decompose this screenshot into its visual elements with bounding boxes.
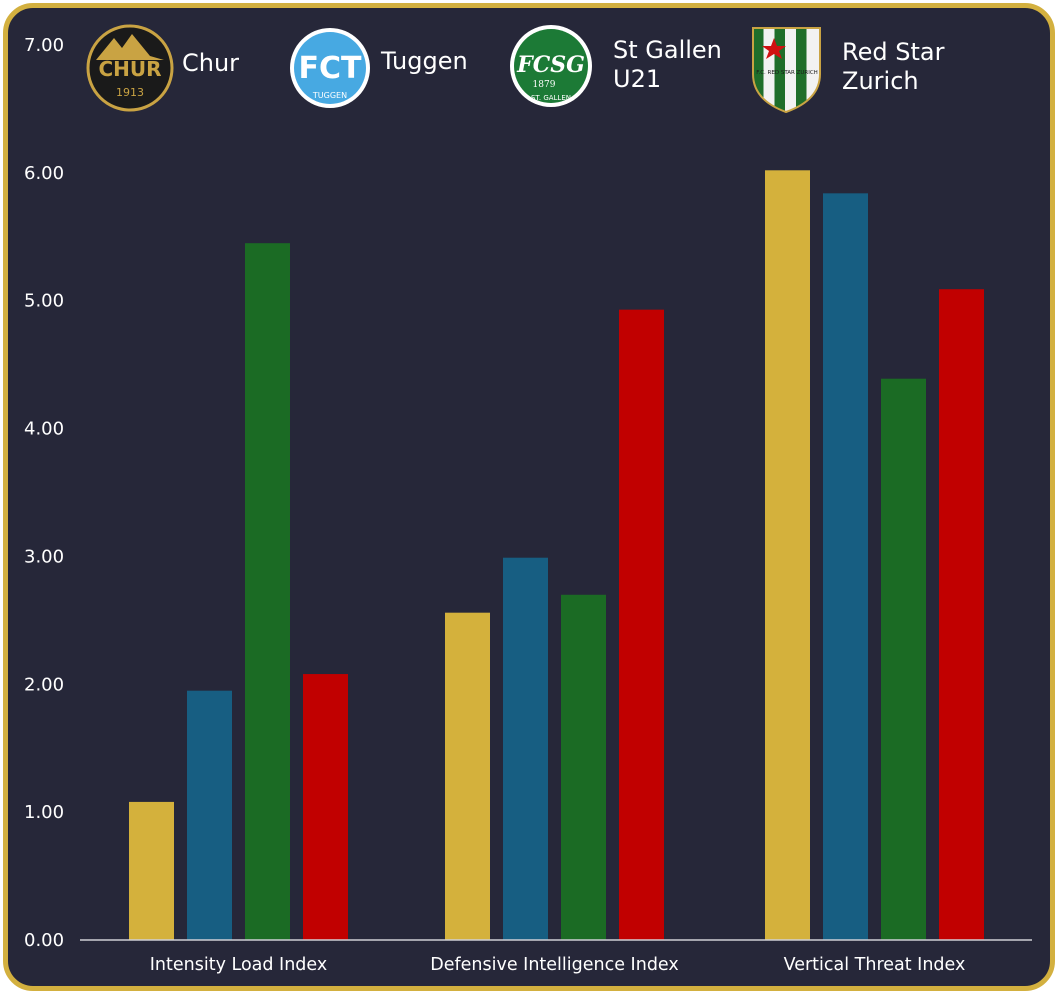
chur-logo: CHUR 1913 [86, 24, 174, 112]
legend-label-red-star-zurich: Red Star Zurich [842, 38, 945, 95]
svg-text:F.C. RED STAR ZURICH: F.C. RED STAR ZURICH [756, 70, 818, 76]
bar-st-gallen-u21-2 [881, 378, 926, 940]
red-star-icon [762, 38, 786, 59]
y-tick-label: 2.00 [24, 674, 64, 695]
y-tick-label: 3.00 [24, 546, 64, 567]
bar-red-star-zurich-1 [619, 309, 664, 940]
legend-item-red-star-zurich: F.C. RED STAR ZURICH Red Star Zurich [752, 27, 945, 114]
svg-text:1879: 1879 [533, 80, 556, 90]
svg-text:1913: 1913 [116, 86, 144, 99]
x-category-label: Vertical Threat Index [784, 955, 966, 975]
bar-st-gallen-u21-1 [561, 594, 606, 940]
red-star-logo: F.C. RED STAR ZURICH [752, 27, 821, 114]
legend-label-tuggen: Tuggen [380, 47, 468, 75]
bar-tuggen-0 [187, 690, 232, 940]
legend-label-st-gallen-u21: St Gallen U21 [613, 36, 722, 93]
y-tick-label: 4.00 [24, 419, 64, 440]
bar-chur-2 [765, 170, 810, 941]
bar-chur-0 [129, 801, 174, 940]
tuggen-logo: FCT TUGGEN [290, 28, 370, 108]
x-axis-labels: Intensity Load Index Defensive Intelligen… [150, 955, 966, 975]
bar-red-star-zurich-0 [303, 674, 348, 940]
y-axis: 0.00 1.00 2.00 3.00 4.00 5.00 6.00 7.00 [24, 35, 64, 951]
svg-text:FCT: FCT [299, 51, 363, 86]
x-category-label: Intensity Load Index [150, 955, 327, 975]
bar-chart: 0.00 1.00 2.00 3.00 4.00 5.00 6.00 7.00 Intensi… [24, 24, 1032, 975]
svg-text:ST. GALLEN: ST. GALLEN [531, 94, 571, 102]
svg-text:TUGGEN: TUGGEN [312, 91, 347, 100]
bar-tuggen-2 [823, 193, 868, 941]
legend-label-chur: Chur [182, 49, 239, 77]
y-tick-label: 1.00 [24, 802, 64, 823]
legend-item-tuggen: FCT TUGGEN Tuggen [290, 28, 468, 108]
bars [129, 170, 984, 941]
x-category-label: Defensive Intelligence Index [430, 955, 679, 975]
legend-item-st-gallen-u21: FCSG 1879 ST. GALLEN St Gallen U21 [510, 25, 722, 107]
legend-item-chur: CHUR 1913 Chur [86, 24, 239, 112]
svg-text:FCSG: FCSG [516, 52, 585, 78]
y-tick-label: 7.00 [24, 35, 64, 56]
bar-tuggen-1 [503, 557, 548, 940]
bar-chur-1 [445, 612, 490, 940]
y-tick-label: 5.00 [24, 291, 64, 312]
y-tick-label: 6.00 [24, 163, 64, 184]
chart-frame: 0.00 1.00 2.00 3.00 4.00 5.00 6.00 7.00 Intensi… [3, 3, 1055, 991]
svg-text:CHUR: CHUR [98, 57, 161, 81]
bar-st-gallen-u21-0 [245, 243, 290, 940]
bar-red-star-zurich-2 [939, 289, 984, 940]
st-gallen-logo: FCSG 1879 ST. GALLEN [510, 25, 592, 107]
y-tick-label: 0.00 [24, 930, 64, 951]
